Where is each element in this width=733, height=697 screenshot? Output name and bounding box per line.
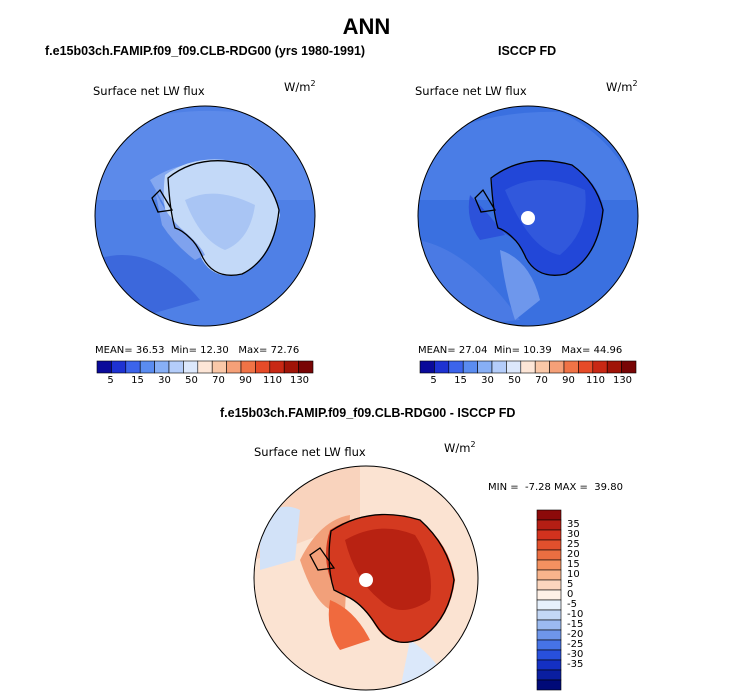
- colorbar-tick-label: 20: [567, 549, 580, 560]
- colorbar-swatch: [621, 360, 637, 374]
- colorbar-tick-label: 30: [567, 529, 580, 540]
- map-model-field: [95, 106, 315, 326]
- colorbar-tick-label: 70: [535, 375, 548, 386]
- colorbar-tick-label: -15: [567, 619, 584, 630]
- colorbar-swatch: [96, 360, 112, 374]
- variable-label-diff: Surface net LW flux: [254, 445, 366, 459]
- colorbar-swatch: [536, 649, 562, 661]
- colorbar-swatch: [434, 360, 450, 374]
- colorbar-tick-label: 15: [454, 375, 467, 386]
- colorbar-swatch: [536, 569, 562, 581]
- colorbar-swatch: [226, 360, 242, 374]
- colorbar-tick-label: 50: [185, 375, 198, 386]
- stats-obs: MEAN= 27.04 Min= 10.39 Max= 44.96: [418, 345, 623, 356]
- colorbar-tick-label: 10: [567, 569, 580, 580]
- colorbar-obs: [419, 360, 637, 374]
- colorbar-tick-label: -35: [567, 659, 584, 670]
- colorbar-swatch: [506, 360, 522, 374]
- stats-model: MEAN= 36.53 Min= 12.30 Max= 72.76: [95, 345, 300, 356]
- colorbar-swatch: [125, 360, 141, 374]
- stats-diff: MIN = -7.28 MAX = 39.80: [488, 482, 623, 493]
- colorbar-swatch: [536, 559, 562, 571]
- page-title: ANN: [342, 14, 391, 39]
- colorbar-swatch: [563, 360, 579, 374]
- variable-label-model: Surface net LW flux: [93, 84, 205, 98]
- colorbar-swatch: [477, 360, 493, 374]
- colorbar-tick-label: 90: [239, 375, 252, 386]
- colorbar-tick-label: -20: [567, 629, 584, 640]
- colorbar-tick-label: -25: [567, 639, 584, 650]
- panel-title-diff: f.e15b03ch.FAMIP.f09_f09.CLB-RDG00 - ISC…: [220, 406, 516, 420]
- units-label-obs: W/m2: [606, 79, 638, 94]
- colorbar-swatch: [536, 609, 562, 621]
- colorbar-swatch: [536, 519, 562, 531]
- colorbar-swatch: [283, 360, 299, 374]
- panel-title-obs: ISCCP FD: [498, 44, 557, 58]
- colorbar-tick-label: 25: [567, 539, 580, 550]
- colorbar-tick-label: 50: [508, 375, 521, 386]
- colorbar-swatch: [536, 509, 562, 521]
- colorbar-swatch: [536, 639, 562, 651]
- colorbar-tick-label: 15: [131, 375, 144, 386]
- colorbar-tick-label: 0: [567, 589, 574, 600]
- colorbar-tick-label: 70: [212, 375, 225, 386]
- colorbar-swatch: [298, 360, 314, 374]
- colorbar-swatch: [536, 659, 562, 671]
- colorbar-tick-label: 30: [481, 375, 494, 386]
- colorbar-swatch: [520, 360, 536, 374]
- colorbar-tick-label: 110: [262, 375, 283, 386]
- colorbar-tick-label: -10: [567, 609, 584, 620]
- colorbar-swatch: [536, 679, 562, 691]
- colorbar-swatch: [111, 360, 127, 374]
- colorbar-swatch: [536, 629, 562, 641]
- colorbar-swatch: [168, 360, 184, 374]
- colorbar-swatch: [578, 360, 594, 374]
- colorbar-swatch: [536, 579, 562, 591]
- colorbar-swatch: [197, 360, 213, 374]
- colorbar-swatch: [536, 619, 562, 631]
- colorbar-swatch: [592, 360, 608, 374]
- colorbar-swatch: [536, 589, 562, 601]
- colorbar-swatch: [549, 360, 565, 374]
- colorbar-swatch: [183, 360, 199, 374]
- colorbar-tick-label: 110: [585, 375, 606, 386]
- colorbar-tick-label: 35: [567, 519, 580, 530]
- colorbar-swatch: [491, 360, 507, 374]
- variable-label-obs: Surface net LW flux: [415, 84, 527, 98]
- panel-title-model: f.e15b03ch.FAMIP.f09_f09.CLB-RDG00 (yrs …: [45, 44, 366, 58]
- colorbar-swatch: [419, 360, 435, 374]
- colorbar-swatch: [448, 360, 464, 374]
- colorbar-swatch: [211, 360, 227, 374]
- colorbar-swatch: [462, 360, 478, 374]
- colorbar-swatch: [139, 360, 155, 374]
- colorbar-tick-label: 30: [158, 375, 171, 386]
- colorbar-swatch: [154, 360, 170, 374]
- colorbar-swatch: [606, 360, 622, 374]
- colorbar-tick-label: 5: [107, 375, 114, 386]
- colorbar-swatch: [269, 360, 285, 374]
- colorbar-swatch: [255, 360, 271, 374]
- colorbar-swatch: [536, 549, 562, 561]
- colorbar-tick-label: 130: [612, 375, 633, 386]
- colorbar-diff: [536, 509, 562, 691]
- colorbar-swatch: [536, 529, 562, 541]
- colorbar-swatch: [240, 360, 256, 374]
- colorbar-tick-label: 130: [289, 375, 310, 386]
- colorbar-tick-label: 5: [567, 579, 574, 590]
- colorbar-swatch: [536, 539, 562, 551]
- colorbar-tick-label: 90: [562, 375, 575, 386]
- units-label-model: W/m2: [284, 79, 316, 94]
- colorbar-swatch: [536, 669, 562, 681]
- colorbar-swatch: [536, 599, 562, 611]
- colorbar-tick-label: 5: [430, 375, 437, 386]
- colorbar-swatch: [534, 360, 550, 374]
- colorbar-tick-label: -5: [567, 599, 577, 610]
- colorbar-model: [96, 360, 314, 374]
- colorbar-tick-label: -30: [567, 649, 584, 660]
- units-label-diff: W/m2: [444, 440, 476, 455]
- colorbar-tick-label: 15: [567, 559, 580, 570]
